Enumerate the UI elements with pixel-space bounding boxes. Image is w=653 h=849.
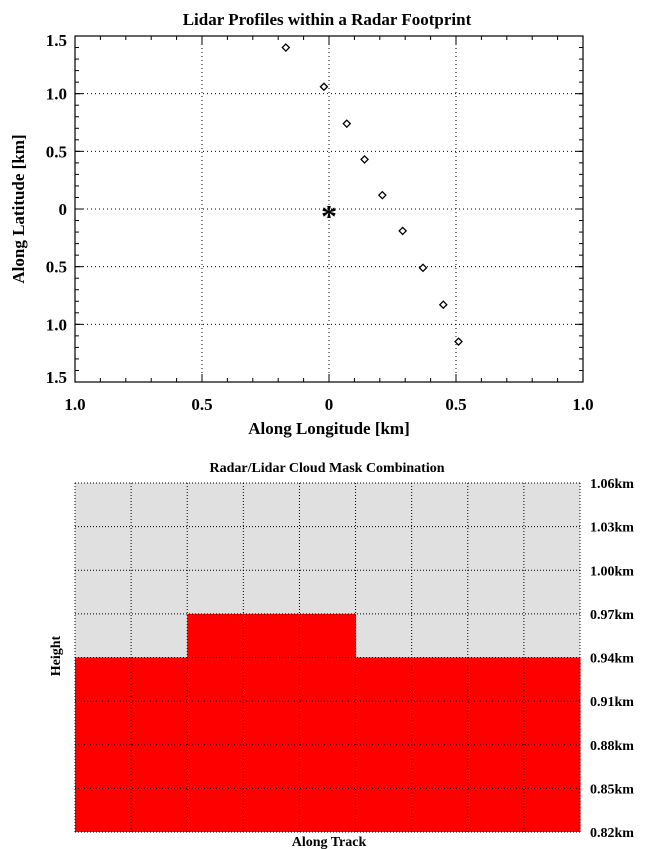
chart1-title: Lidar Profiles within a Radar Footprint [183,10,472,29]
chart1-gridlines [75,36,583,382]
chart1-y-tick-labels: 1.5 1.0 0.5 0 0.5 1.0 1.5 [46,31,67,387]
chart2-cloud-column [299,613,357,832]
chart1-point [418,263,428,273]
chart1-x-tick-labels: 1.0 0.5 0 0.5 1.0 [64,395,593,414]
chart2-cells [75,483,581,832]
chart2-y-tick-label: 1.03km [590,521,634,536]
chart1-plot-frame [74,35,584,383]
chart2-y-tick-label: 1.06km [590,477,634,492]
chart1-point [281,43,291,52]
chart1-point [319,82,329,92]
chart1-y-tick-label: 1.0 [46,315,67,334]
chart1-x-tick-label: 0 [325,395,334,414]
chart2-cloud-column [243,613,300,832]
chart1-y-tick-label: 0.5 [46,258,67,277]
chart2-y-tick-label: 0.94km [590,652,634,667]
chart1-point [438,300,448,310]
chart2-y-axis-label: Height [49,635,64,676]
chart2-y-tick-label: 0.91km [590,695,634,710]
chart2-y-tick-label: 0.97km [590,608,634,623]
chart2-y-tick-labels: 1.06km 1.03km 1.00km 0.97km 0.94km 0.91km 0.88… [590,477,634,841]
chart1-x-tick-label: 1.0 [572,395,593,414]
chart1-x-tick-label: 0.5 [191,395,212,414]
chart2-y-tick-label: 0.88km [590,739,634,754]
chart1-y-tick-label: 1.0 [46,85,67,104]
chart2-gridlines [74,482,581,833]
chart1-x-tick-label: 1.0 [64,395,85,414]
chart2-cloud-column [411,657,469,832]
cloud-mask-chart: Radar/Lidar Cloud Mask Combination 1.06k… [49,461,634,849]
chart1-y-axis-label: Along Latitude [km] [9,134,28,283]
chart1-point [454,337,463,347]
chart1-center-marker: * [321,198,337,234]
chart2-x-axis-label: Along Track [292,835,367,849]
chart1-y-tick-label: 0.5 [46,142,67,161]
chart2-cloud-column [187,613,244,832]
chart2-y-tick-label: 0.85km [590,782,634,797]
chart1-y-tick-label: 0 [59,200,68,219]
chart1-points [281,43,463,347]
chart2-y-tick-label: 0.82km [590,826,634,841]
chart1-x-axis-label: Along Longitude [km] [248,419,410,438]
chart1-y-tick-label: 1.5 [46,31,67,50]
chart2-y-tick-label: 1.00km [590,564,634,579]
chart1-point [342,119,352,129]
chart2-cloud-column [467,657,525,832]
lidar-profiles-chart: Lidar Profiles within a Radar Footprint … [9,10,594,438]
chart1-point [360,154,369,164]
chart1-x-tick-label: 0.5 [445,395,466,414]
chart1-y-tick-label: 1.5 [46,368,67,387]
chart2-cloud-column [355,657,413,832]
chart2-title: Radar/Lidar Cloud Mask Combination [209,461,444,476]
chart1-point [377,190,387,200]
chart1-point [398,226,408,236]
